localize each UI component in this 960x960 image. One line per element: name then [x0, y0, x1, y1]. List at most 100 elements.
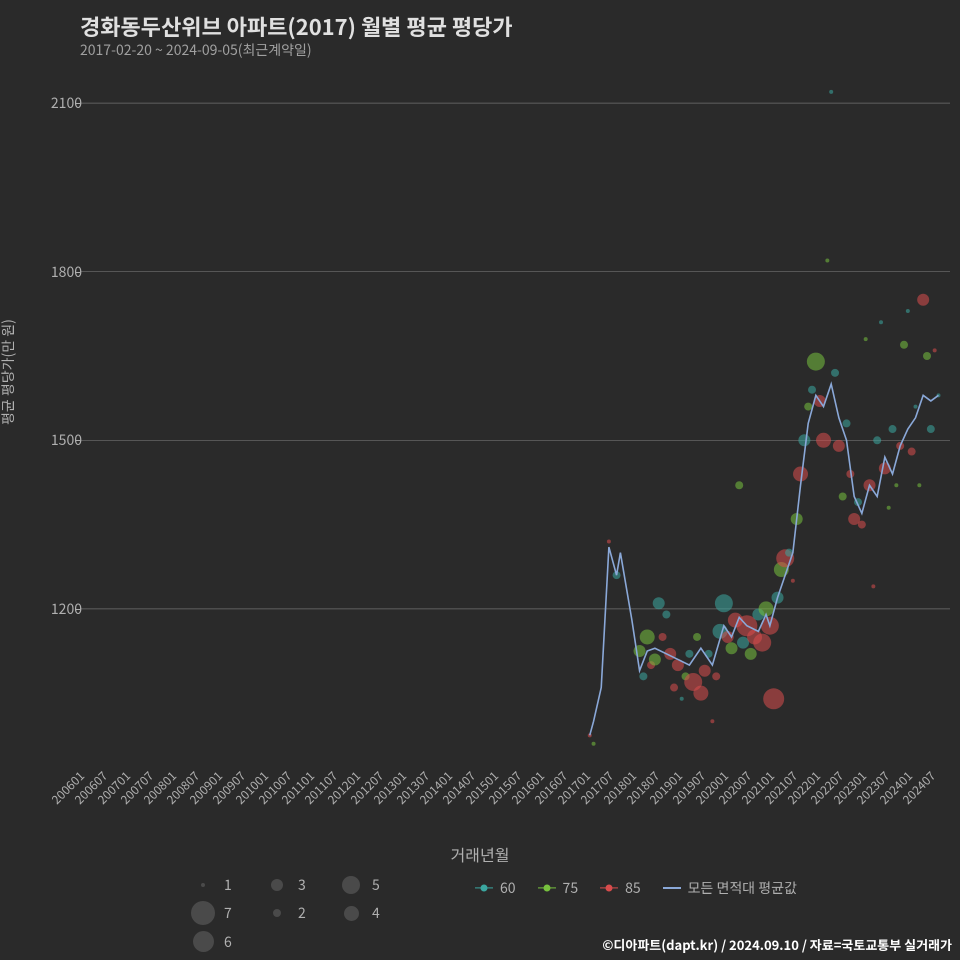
size-legend-label: 4 [372, 903, 380, 923]
data-point [726, 642, 738, 654]
size-legend-label: 7 [224, 903, 232, 923]
credit-text: ©디아파트(dapt.kr) / 2024.09.10 / 자료=국토교통부 실… [602, 935, 952, 954]
data-point [670, 684, 678, 692]
size-legend-dot [191, 901, 215, 925]
data-point [710, 719, 714, 723]
chart-title: 경화동두산위브 아파트(2017) 월별 평균 평당가 [80, 10, 513, 42]
color-legend-label: 60 [500, 878, 516, 898]
size-legend-item: 2 [264, 903, 320, 923]
data-point [662, 611, 670, 619]
color-legend-item: 60 [475, 878, 516, 898]
data-point [831, 369, 839, 377]
size-legend-item: 1 [190, 875, 246, 895]
data-point [592, 742, 596, 746]
plot-svg [80, 75, 950, 755]
y-tick-mark [76, 440, 80, 441]
data-point [864, 337, 868, 341]
data-point [808, 386, 816, 394]
avg-line [590, 384, 939, 735]
data-point [917, 483, 921, 487]
data-point [745, 648, 757, 660]
size-legend-item: 5 [338, 875, 394, 895]
data-point [791, 579, 795, 583]
data-point [715, 594, 733, 612]
size-legend-label: 5 [372, 875, 380, 895]
data-point [825, 258, 829, 262]
color-legend-item: 75 [538, 878, 579, 898]
size-legend-dot [193, 931, 214, 952]
data-point [680, 697, 684, 701]
y-tick-mark [76, 103, 80, 104]
size-legend-dot [271, 879, 283, 891]
color-legend-label: 모든 면적대 평균값 [688, 878, 797, 898]
data-point [763, 688, 784, 709]
data-point [900, 341, 908, 349]
data-point [906, 309, 910, 313]
x-axis-label: 거래년월 [451, 842, 510, 866]
y-tick-mark [76, 609, 80, 610]
size-legend-label: 1 [224, 875, 232, 895]
size-legend-item: 4 [338, 903, 394, 923]
data-point [927, 425, 935, 433]
data-point [829, 90, 833, 94]
data-point [685, 650, 693, 658]
color-legend: 60 75 85 모든 면적대 평균값 [475, 878, 797, 898]
data-point [889, 425, 897, 433]
data-point [879, 462, 891, 474]
size-legend: 1 3 5 7 2 4 6 [190, 875, 450, 952]
data-point [858, 521, 866, 529]
data-point [607, 539, 611, 543]
data-point [649, 653, 661, 665]
color-legend-label: 85 [625, 878, 641, 898]
legend-swatch [475, 887, 493, 889]
size-legend-label: 6 [224, 932, 232, 952]
data-point [839, 492, 847, 500]
size-legend-label: 3 [298, 875, 306, 895]
legend-swatch [538, 887, 556, 889]
size-legend-dot [201, 883, 205, 887]
size-legend-item: 7 [190, 901, 246, 925]
legend-swatch [600, 887, 618, 889]
data-point [639, 672, 647, 680]
data-point [712, 672, 720, 680]
data-point [914, 405, 918, 409]
size-legend-dot [342, 876, 360, 894]
data-point [735, 481, 743, 489]
data-point [753, 634, 771, 652]
color-legend-label: 75 [563, 878, 579, 898]
plot-area [80, 75, 950, 755]
legend-swatch [663, 887, 681, 889]
data-point [908, 448, 916, 456]
size-legend-dot [273, 909, 281, 917]
data-point [933, 348, 937, 352]
data-point [693, 633, 701, 641]
size-legend-item: 3 [264, 875, 320, 895]
chart-subtitle: 2017-02-20 ~ 2024-09-05(최근계약일) [80, 40, 312, 60]
data-point [923, 352, 931, 360]
data-point [894, 483, 898, 487]
size-legend-dot [344, 906, 359, 921]
data-point [833, 440, 845, 452]
data-point [871, 584, 875, 588]
data-point [807, 353, 825, 371]
color-legend-item: 모든 면적대 평균값 [663, 878, 797, 898]
chart-container: 경화동두산위브 아파트(2017) 월별 평균 평당가 2017-02-20 ~… [0, 0, 960, 960]
data-point [879, 320, 883, 324]
data-point [653, 597, 665, 609]
color-legend-item: 85 [600, 878, 641, 898]
data-point [887, 506, 891, 510]
data-point [917, 294, 929, 306]
size-legend-item: 6 [190, 931, 246, 952]
y-axis-label: 평균 평당가(만 원) [0, 319, 18, 425]
data-point [659, 633, 667, 641]
data-point [699, 665, 711, 677]
data-point [640, 629, 655, 644]
data-point [798, 434, 810, 446]
data-point [804, 403, 812, 411]
data-point [843, 419, 851, 427]
data-point [873, 436, 881, 444]
y-tick-mark [76, 272, 80, 273]
data-point [816, 433, 831, 448]
size-legend-label: 2 [298, 903, 306, 923]
data-point [693, 686, 708, 701]
